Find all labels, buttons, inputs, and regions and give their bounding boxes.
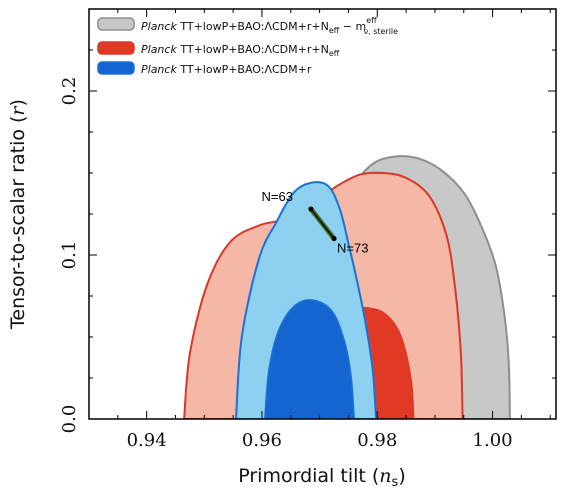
contour-inner-blue — [264, 299, 355, 419]
n-endpoint-marker-n63 — [308, 206, 314, 212]
n-endpoint-marker-n73 — [331, 236, 337, 242]
legend-swatch-grey — [97, 17, 135, 31]
x-axis-title: Primordial tilt (ns) — [238, 465, 406, 490]
x-tick-label: 0.96 — [242, 430, 282, 451]
annotation-label-n73: N=73 — [337, 241, 368, 256]
x-tick-label: 0.98 — [357, 430, 397, 451]
contour-regions — [183, 155, 511, 419]
y-tick-label: 0.1 — [59, 241, 80, 270]
legend-label-grey: Planck TT+lowP+BAO:ΛCDM+r+Neff − meff ν, … — [141, 16, 398, 36]
axis-tick-labels: 0.94 0.96 0.98 1.00 0.0 0.1 0.2 — [59, 77, 513, 451]
y-tick-label: 0.0 — [59, 405, 80, 434]
legend-swatch-blue — [97, 61, 135, 75]
legend: Planck TT+lowP+BAO:ΛCDM+r+Neff − meff ν, … — [97, 16, 398, 76]
legend-label-red: Planck TT+lowP+BAO:ΛCDM+r+Neff — [141, 43, 340, 58]
legend-swatch-red — [97, 41, 135, 55]
y-axis-title: Tensor-to-scalar ratio (r) — [7, 99, 29, 330]
x-tick-label: 0.94 — [127, 430, 167, 451]
x-tick-label: 1.00 — [473, 430, 513, 451]
axis-ticks — [88, 8, 556, 420]
annotation-label-n63: N=63 — [262, 189, 293, 204]
y-tick-label: 0.2 — [59, 77, 80, 106]
n-range-segment — [310, 208, 335, 240]
inflation-annotations: N=63 N=73 — [262, 189, 369, 256]
legend-label-blue: Planck TT+lowP+BAO:ΛCDM+r — [141, 63, 312, 76]
